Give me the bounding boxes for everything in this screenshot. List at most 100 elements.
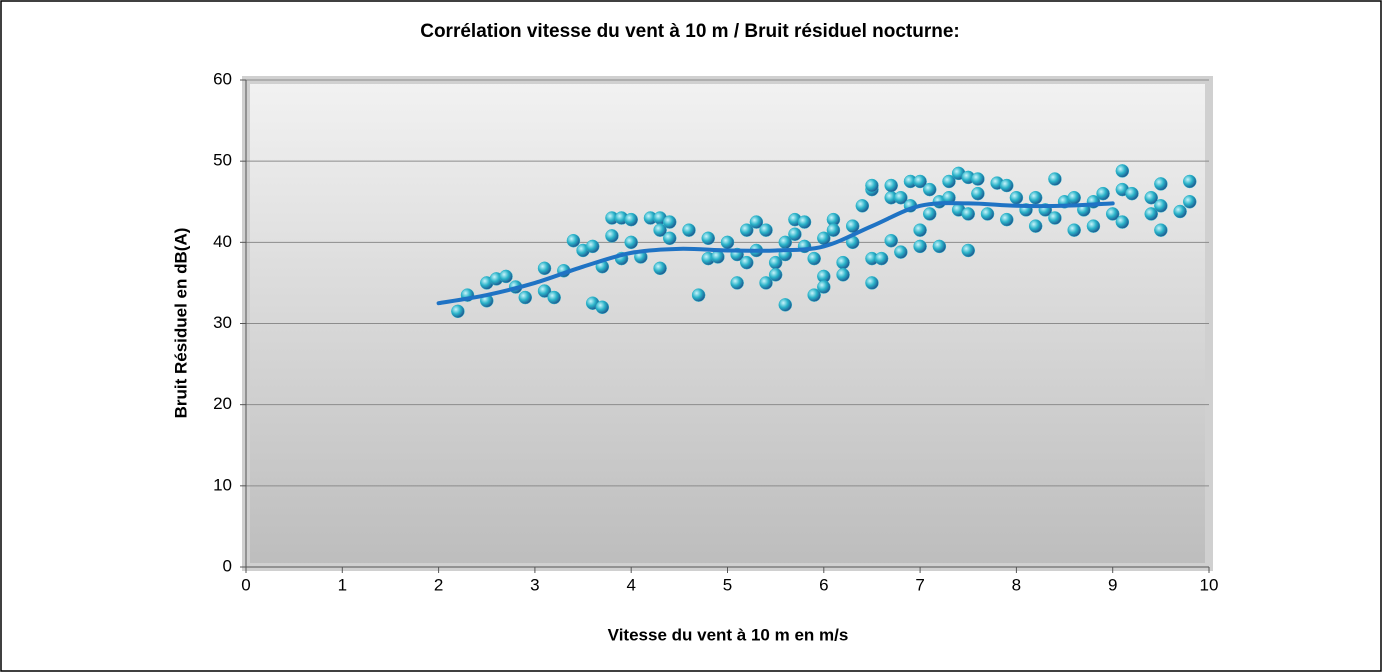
point [451,304,465,319]
y-tick-label: 10 [213,475,232,494]
point [1154,199,1168,213]
point [595,300,610,315]
point [788,227,802,241]
point [1125,186,1139,201]
point [845,219,860,233]
point [797,215,812,229]
point [605,229,619,243]
point [1105,207,1120,221]
point [768,268,783,282]
y-axis-title: Bruit Résiduel en dB(A) [171,228,190,419]
point [653,261,667,276]
x-tick-label: 7 [915,575,924,594]
point [691,288,706,302]
point [653,223,667,237]
point [826,223,841,237]
point [1067,223,1081,237]
point [740,223,754,237]
point [1048,211,1062,225]
point [884,233,898,248]
point [1000,178,1014,193]
point [759,276,773,290]
x-tick-label: 10 [1200,575,1219,594]
chart-title: Corrélation vitesse du vent à 10 m / Bru… [420,21,960,42]
point [730,276,744,290]
point [701,231,715,246]
point [1182,174,1197,189]
point [720,235,735,250]
x-tick-label: 3 [530,575,539,594]
point [1009,190,1024,205]
point [662,215,677,229]
point [778,298,793,312]
point [682,223,696,237]
trend-line [436,201,1115,306]
point [585,239,600,254]
point [537,261,552,276]
point [1154,223,1168,237]
y-tick-label: 0 [223,556,232,575]
x-tick-label: 8 [1012,575,1021,594]
point [961,207,975,221]
y-tick-label: 60 [213,69,232,88]
point [836,268,850,282]
point [922,182,937,197]
point [1144,190,1158,205]
point [961,243,975,258]
point [537,284,552,298]
y-tick-label: 40 [213,232,232,251]
x-tick-label: 4 [626,575,635,594]
point [894,190,908,205]
point [566,233,581,248]
point [1115,164,1130,178]
x-tick-label: 0 [241,575,250,594]
point [980,207,995,221]
point [922,207,937,221]
point [971,186,985,201]
point [817,280,831,294]
point [518,290,533,305]
point [749,215,764,229]
point [662,231,677,246]
x-tick-label: 2 [434,575,443,594]
y-tick-label: 30 [213,313,232,332]
point [855,199,870,213]
point [913,223,927,237]
x-tick-label: 1 [338,575,347,594]
x-tick-label: 9 [1108,575,1117,594]
point [624,235,638,250]
x-tick-label: 5 [723,575,732,594]
point [1115,215,1130,229]
point [1182,195,1197,209]
y-tick-label: 50 [213,151,232,170]
point [971,172,985,186]
point [865,178,879,193]
point [1154,177,1168,191]
point [1067,190,1081,205]
point [1028,219,1043,233]
point [874,251,889,266]
point [759,223,773,237]
y-tick-label: 20 [213,394,232,413]
point [1000,212,1014,227]
x-tick-label: 6 [819,575,828,594]
x-axis-title: Vitesse du vent à 10 m en m/s [608,625,849,644]
point [932,239,947,254]
plot: 0 10 20 30 40 50 60 0 1 2 3 4 5 6 7 8 9 10 [213,69,1218,594]
point [711,250,725,264]
point [913,174,927,189]
point [740,255,754,270]
point [624,212,638,227]
point [807,251,821,266]
point [1144,207,1158,221]
point [807,288,821,302]
point [1048,172,1062,186]
point [1086,219,1101,233]
point [1173,204,1187,219]
point [836,255,850,270]
point [499,269,513,284]
point [1028,190,1043,205]
point [913,239,927,254]
point [1096,186,1110,201]
